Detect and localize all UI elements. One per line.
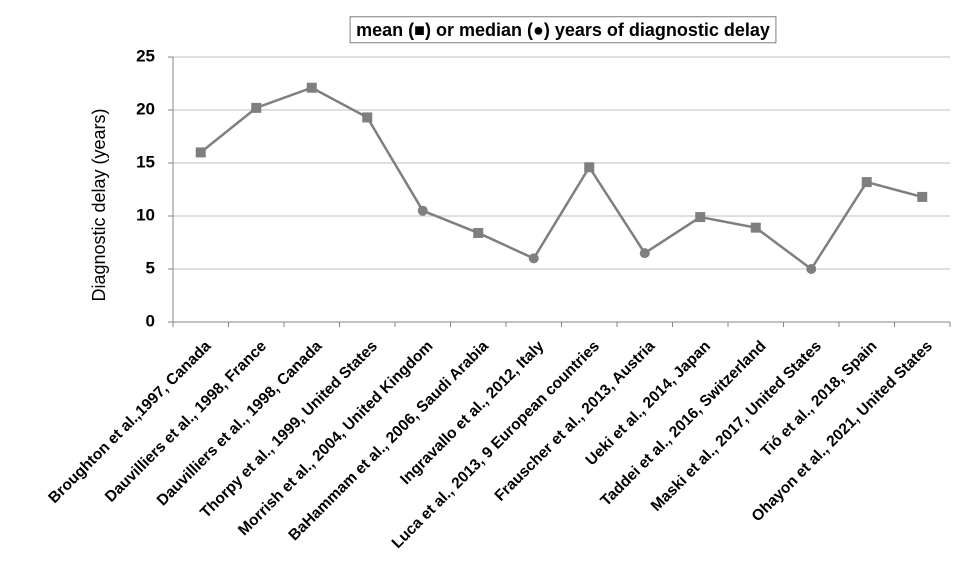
marker	[806, 264, 817, 274]
y-tick-label: 0	[146, 311, 155, 330]
marker	[306, 82, 317, 93]
marker	[584, 162, 595, 173]
y-tick-label: 15	[136, 152, 155, 171]
marker	[528, 253, 539, 264]
marker	[917, 191, 928, 202]
marker	[417, 205, 428, 216]
y-tick-label: 20	[136, 99, 155, 118]
marker	[639, 248, 650, 259]
marker	[473, 227, 484, 238]
x-tick-label: Luca et al., 2013, 9 European countries	[389, 338, 603, 552]
y-tick-label: 25	[136, 46, 155, 65]
marker	[861, 177, 872, 188]
marker	[695, 212, 706, 223]
x-tick-label: Morrish et al., 2004, United Kingdom	[235, 338, 436, 539]
y-axis-label: Diagnostic delay (years)	[89, 108, 109, 301]
title-box	[349, 16, 777, 44]
marker	[750, 222, 761, 233]
x-tick-label: BaHammam et al., 2006, Saudi Arabia	[285, 337, 492, 544]
marker	[195, 147, 206, 158]
chart-title: mean (■) or median (●) years of diagnost…	[356, 20, 770, 40]
y-tick-label: 5	[146, 258, 155, 277]
marker	[251, 102, 262, 113]
marker	[362, 112, 373, 123]
y-tick-label: 10	[136, 205, 155, 224]
line	[199, 86, 923, 271]
